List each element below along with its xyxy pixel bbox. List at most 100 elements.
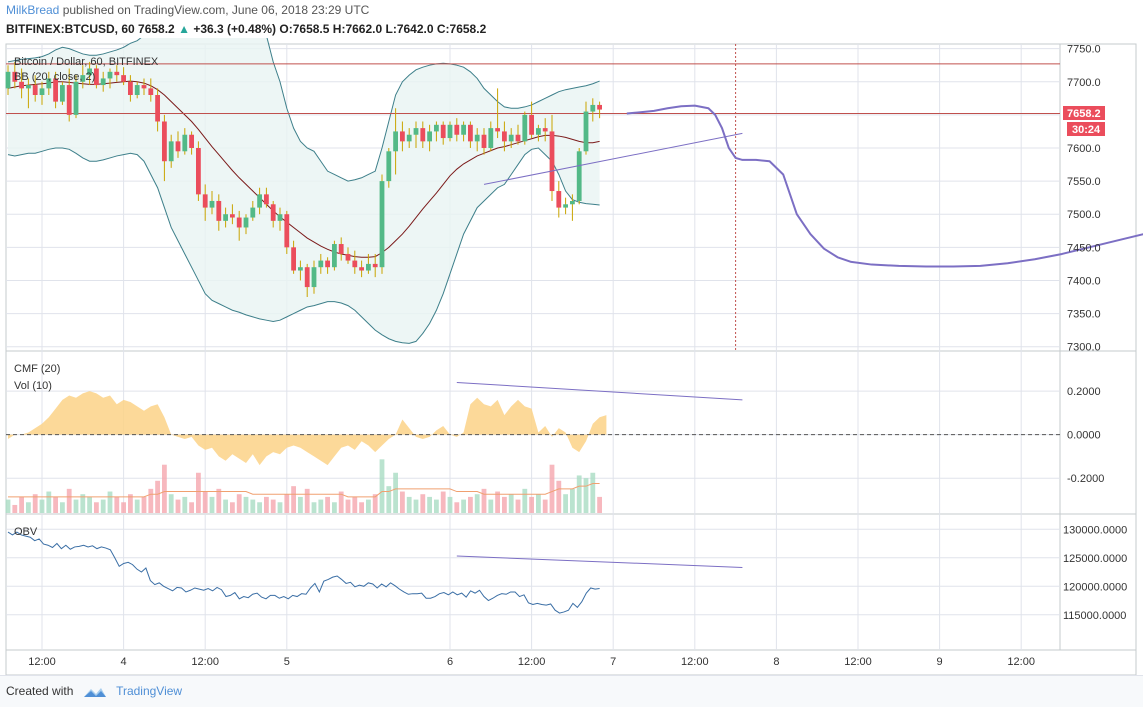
price-tick-label: 7300.0 (1067, 342, 1101, 354)
price-tick-label: 7350.0 (1067, 309, 1101, 321)
obv-tick-label: 125000.0000 (1063, 553, 1127, 565)
candle-body (488, 128, 494, 148)
volume-bar (597, 496, 602, 513)
candle-body (576, 151, 582, 201)
bb-label: BB (20, close, 2) (14, 71, 95, 83)
candle-body (53, 78, 58, 102)
published-text: published on TradingView.com, June 06, 2… (62, 3, 370, 17)
candle-body (284, 214, 290, 248)
candle-body (495, 128, 500, 132)
candle-body (366, 263, 371, 271)
volume-bar (100, 499, 106, 513)
candle-body (400, 131, 405, 142)
candle-body (230, 214, 235, 218)
x-tick-label: 12:00 (1007, 656, 1035, 668)
candle-body (107, 71, 113, 79)
volume-bar (304, 488, 310, 513)
volume-bar (474, 494, 480, 513)
candle-body (440, 124, 446, 139)
volume-bar (413, 499, 419, 513)
cmf-tick-label: 0.2000 (1067, 386, 1101, 398)
volume-bar (386, 486, 392, 513)
publish-header: MilkBread published on TradingView.com, … (0, 0, 1143, 20)
tradingview-link[interactable]: TradingView (116, 684, 183, 698)
volume-bar (325, 496, 330, 513)
candle-body (257, 194, 262, 208)
cmf-tick-label: -0.2000 (1067, 473, 1104, 485)
countdown-badge (1067, 122, 1105, 136)
volume-bar (141, 496, 147, 513)
volume-bar (434, 499, 439, 513)
volume-bar (114, 496, 120, 513)
candle-body (148, 88, 154, 95)
x-tick-label: 12:00 (681, 656, 709, 668)
high-value: H:7662.0 (332, 22, 383, 36)
volume-bar (230, 502, 235, 513)
x-tick-label: 12:00 (844, 656, 872, 668)
volume-bar (19, 496, 24, 513)
chart-svg[interactable]: 12:00 4 12:00 5 6 12:00 7 12:00 8 12:00 9 12:00 7750… (0, 38, 1143, 675)
candle-body (134, 85, 140, 95)
volume-bar (128, 494, 133, 513)
volume-bar (277, 502, 283, 513)
candle-body (114, 71, 120, 76)
volume-bar (359, 502, 364, 513)
volume-bar (209, 496, 215, 513)
projection-path[interactable] (626, 104, 1143, 268)
candle-body (223, 214, 228, 221)
obv-divergence-line[interactable] (456, 555, 743, 568)
price-pane[interactable] (5, 38, 1143, 350)
candle-body (236, 217, 242, 228)
x-tick-label: 12:00 (518, 656, 546, 668)
close-value: C:7658.2 (436, 22, 487, 36)
obv-line (7, 531, 600, 614)
volume-bar (73, 499, 79, 513)
candle-body (434, 124, 439, 132)
chart-area[interactable]: 12:00 4 12:00 5 6 12:00 7 12:00 8 12:00 9 12:00 7750… (0, 38, 1143, 675)
last-price-badge-text: 7658.2 (1067, 108, 1101, 120)
obv-tick-label: 130000.0000 (1063, 524, 1127, 536)
volume-bar (168, 494, 174, 513)
volume-bar (536, 494, 541, 513)
volume-bar (46, 491, 52, 513)
x-tick-label: 7 (610, 656, 616, 668)
cmf-pane[interactable] (5, 381, 1060, 513)
volume-bar (352, 496, 358, 513)
candle-body (189, 134, 194, 148)
candle-body (549, 131, 555, 192)
candle-body (529, 114, 534, 135)
author-link[interactable]: MilkBread (6, 3, 60, 17)
volume-bar (223, 499, 228, 513)
volume-bar (121, 502, 126, 513)
volume-bar (12, 504, 18, 513)
candle-body (162, 121, 167, 162)
vol-label: Vol (10) (14, 380, 52, 392)
candle-body (209, 200, 215, 208)
obv-label: OBV (14, 526, 38, 538)
volume-bar (468, 496, 473, 513)
candle-body (345, 253, 351, 261)
low-value: L:7642.0 (385, 22, 434, 36)
volume-bar (236, 494, 242, 513)
obv-pane[interactable] (7, 531, 743, 614)
candle-body (468, 124, 473, 142)
volume-bar (87, 496, 92, 513)
trendline[interactable] (483, 132, 743, 185)
volume-bar (440, 491, 446, 513)
candle-body (298, 267, 303, 271)
candle-body (250, 207, 256, 218)
volume-bar (542, 499, 548, 513)
volume-bar (508, 494, 514, 513)
cmf-area (8, 391, 607, 466)
candle-body (264, 194, 269, 205)
volume-bar (94, 502, 99, 513)
volume-bar (400, 491, 405, 513)
volume-bar (583, 478, 589, 513)
chart-frame (5, 43, 1137, 675)
volume-bar (345, 499, 351, 513)
candle-body (597, 104, 602, 110)
x-tick-label: 12:00 (28, 656, 56, 668)
volume-bar (270, 499, 276, 513)
volume-bar (175, 499, 181, 513)
cmf-divergence-line[interactable] (456, 381, 743, 401)
